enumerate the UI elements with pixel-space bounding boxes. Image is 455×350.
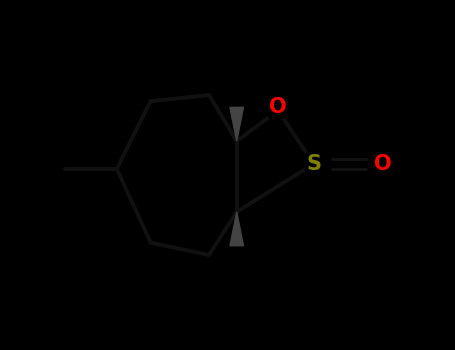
Text: O: O — [374, 154, 392, 174]
Text: O: O — [269, 97, 287, 117]
Polygon shape — [230, 107, 243, 141]
Text: S: S — [306, 154, 321, 174]
Polygon shape — [230, 212, 243, 246]
